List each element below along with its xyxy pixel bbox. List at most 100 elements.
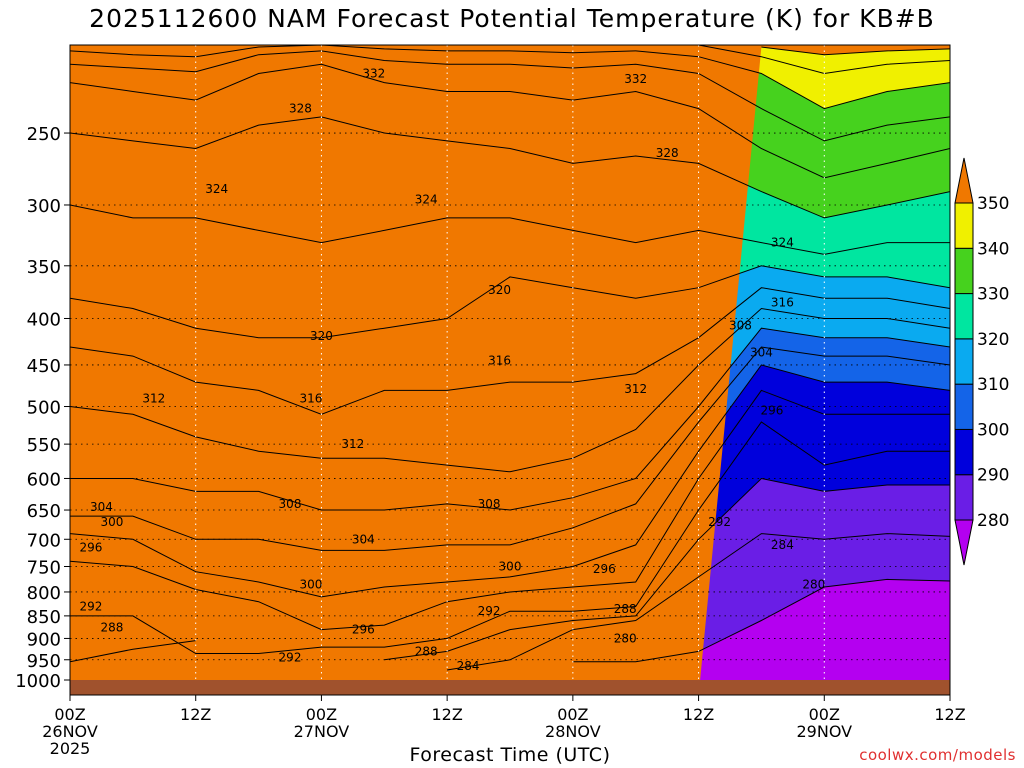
ground-surface xyxy=(70,680,950,695)
x-tick-label: 00Z xyxy=(306,705,337,724)
chart-title: 2025112600 NAM Forecast Potential Temper… xyxy=(89,4,935,33)
colorbar-tick-label: 350 xyxy=(977,194,1009,214)
y-axis: 2503003504004505005506006507007508008509… xyxy=(15,124,70,692)
y-tick-label: 450 xyxy=(27,356,61,377)
contour-label: 324 xyxy=(771,236,794,250)
isentrope-line-300 xyxy=(70,364,950,598)
y-tick-label: 350 xyxy=(27,257,61,278)
contour-label: 312 xyxy=(624,382,647,396)
contour-label-layer: 332 3323283283243243243203203163083163043… xyxy=(79,67,825,673)
colorbar-segment xyxy=(954,293,974,340)
contour-label: 296 xyxy=(593,562,616,576)
y-tick-label: 400 xyxy=(27,309,61,330)
colorbar-segment xyxy=(954,247,974,295)
contour-label: 308 xyxy=(279,497,302,511)
isentrope-line-348 xyxy=(761,46,950,56)
contour-label: 284 xyxy=(771,538,794,552)
contour-label: 328 xyxy=(289,102,312,116)
colorbar: 280 290 300 310 320 330 340 350 xyxy=(954,157,1009,566)
x-tick-label: 00Z xyxy=(54,705,85,724)
isentrope-line-328 xyxy=(70,116,950,219)
x-date-label: 29NOV xyxy=(796,722,852,741)
y-tick-label: 700 xyxy=(27,530,61,551)
y-tick-label: 750 xyxy=(27,557,61,578)
contour-label: 316 xyxy=(488,354,511,368)
contour-label: 292 xyxy=(478,604,501,618)
contour-label: 304 xyxy=(750,345,773,359)
colorbar-tick-label: 310 xyxy=(977,375,1009,395)
contour-label: 304 xyxy=(90,500,113,514)
contour-label: 300 xyxy=(100,515,123,529)
y-tick-label: 900 xyxy=(27,629,61,650)
site-credit: coolwx.com/models xyxy=(859,746,1016,764)
y-tick-label: 950 xyxy=(27,651,61,672)
y-tick-label: 600 xyxy=(27,469,61,490)
contour-label: 308 xyxy=(729,318,752,332)
x-date-label: 26NOV xyxy=(42,722,98,741)
x-date-label: 27NOV xyxy=(294,722,350,741)
x-tick-label: 12Z xyxy=(934,705,965,724)
y-tick-label: 650 xyxy=(27,501,61,522)
isentrope-line-316 xyxy=(70,287,950,415)
plot-frame xyxy=(69,44,951,696)
x-axis-label: Forecast Time (UTC) xyxy=(409,744,611,766)
isentrope-line-320 xyxy=(70,265,950,339)
contour-label: 280 xyxy=(802,577,825,591)
contour-label: 292 xyxy=(279,651,302,665)
contour-label: 300 xyxy=(499,559,522,573)
contour-label: 316 xyxy=(771,295,794,309)
colorbar-tick-label: 300 xyxy=(977,420,1009,440)
colorbar-tick-label: 330 xyxy=(977,285,1009,305)
isentrope-line-324 xyxy=(70,204,950,255)
isentrope-line-292 xyxy=(70,421,950,654)
isentrope-line-280 xyxy=(572,578,950,663)
contour-label: 332 xyxy=(362,67,385,81)
colorbar-segment xyxy=(954,338,974,385)
y-tick-label: 500 xyxy=(27,398,61,419)
y-tick-label: 300 xyxy=(27,196,61,217)
y-tick-label: 250 xyxy=(27,124,61,145)
contour-label: 304 xyxy=(352,532,375,546)
colorbar-tick-label: 280 xyxy=(977,511,1009,531)
colorbar-segment xyxy=(954,428,974,476)
contour-label: 292 xyxy=(708,515,731,529)
x-tick-label: 12Z xyxy=(683,705,714,724)
x-year-label: 2025 xyxy=(50,739,91,758)
isentrope-line-288 xyxy=(70,477,950,663)
isentrope-line-340 xyxy=(70,45,950,110)
colorbar-arrow-high xyxy=(954,157,974,204)
contour-label: 288 xyxy=(614,602,637,616)
isentrope-line-312 xyxy=(70,307,950,473)
contour-label: 324 xyxy=(205,182,228,196)
contour-label: 296 xyxy=(79,541,102,555)
x-tick-label: 12Z xyxy=(431,705,462,724)
contour-label: 312 xyxy=(341,437,364,451)
contour-label: 288 xyxy=(100,620,123,634)
isentrope-line-284 xyxy=(447,533,950,671)
grid-layer xyxy=(70,45,950,680)
colorbar-arrow-low xyxy=(954,519,974,566)
isentrope-fill-layer xyxy=(70,45,950,680)
contour-label: 320 xyxy=(488,283,511,297)
contour-label: 316 xyxy=(299,392,322,406)
contour-label: 328 xyxy=(656,146,679,160)
colorbar-tick-label: 340 xyxy=(977,239,1009,259)
x-tick-label: 12Z xyxy=(180,705,211,724)
contour-label: 292 xyxy=(79,599,102,613)
colorbar-segment xyxy=(954,202,974,249)
contour-label: 300 xyxy=(299,577,322,591)
contour-label: 288 xyxy=(415,644,438,658)
colorbar-segment xyxy=(954,474,974,521)
contour-label: 324 xyxy=(415,193,438,207)
isentrope-line-304 xyxy=(70,346,950,551)
y-tick-label: 800 xyxy=(27,583,61,604)
contour-label: 332 xyxy=(624,72,647,86)
x-tick-label: 00Z xyxy=(557,705,588,724)
contour-label: 284 xyxy=(457,659,480,673)
y-tick-label: 1000 xyxy=(15,671,61,692)
colorbar-segment xyxy=(954,383,974,430)
contour-label: 308 xyxy=(478,497,501,511)
fill-above-348 xyxy=(70,45,950,680)
